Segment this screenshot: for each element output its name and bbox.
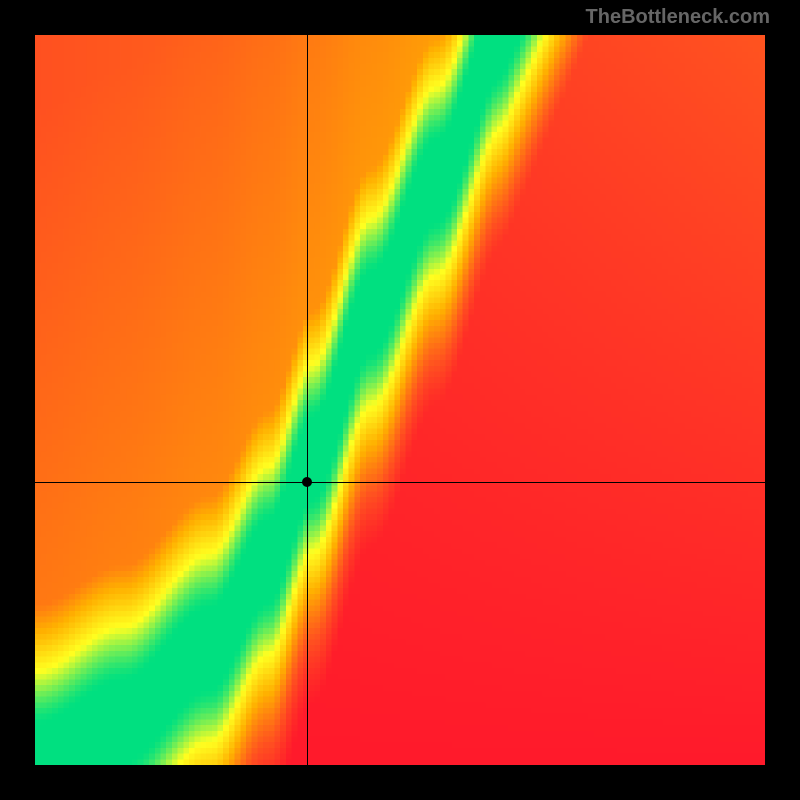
watermark-text: TheBottleneck.com	[586, 6, 770, 29]
heatmap-canvas	[35, 35, 765, 765]
crosshair-vertical	[307, 35, 308, 765]
crosshair-horizontal	[35, 482, 765, 483]
marker-dot	[302, 477, 312, 487]
heatmap-chart	[35, 35, 765, 765]
